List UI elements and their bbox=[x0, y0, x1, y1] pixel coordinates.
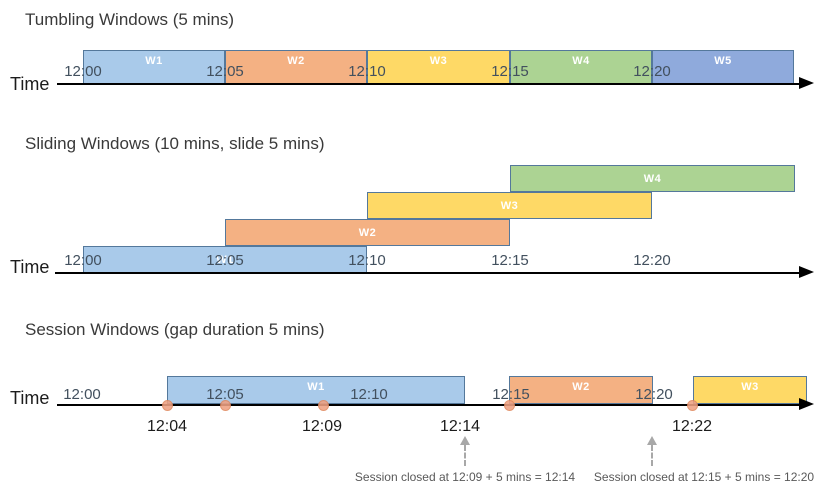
tick-label: 12:20 bbox=[633, 252, 671, 269]
session-closed-annotation: Session closed at 12:09 + 5 mins = 12:14 bbox=[354, 470, 576, 484]
tick-label: 12:15 bbox=[492, 386, 530, 403]
tick-label: 12:00 bbox=[63, 386, 101, 403]
tick-label: 12:20 bbox=[635, 386, 673, 403]
window-label: W4 bbox=[643, 172, 662, 185]
tick-label: 12:05 bbox=[206, 386, 244, 403]
time-axis-arrowhead-icon bbox=[799, 398, 814, 410]
time-axis-label: Time bbox=[10, 74, 50, 94]
window-box-w3: W3 bbox=[693, 376, 807, 404]
window-box-w2: W2 bbox=[225, 50, 367, 84]
time-axis-line bbox=[57, 404, 801, 406]
section-title: Tumbling Windows (5 mins) bbox=[25, 10, 235, 29]
window-label: W2 bbox=[358, 226, 377, 239]
window-label: W1 bbox=[216, 253, 234, 266]
tick-label: 12:15 bbox=[491, 63, 529, 80]
window-box-w2: W2 bbox=[509, 376, 653, 404]
tick-label: 12:05 bbox=[206, 63, 244, 80]
tick-label: 12:00 bbox=[64, 252, 102, 269]
window-label: W4 bbox=[572, 55, 590, 67]
window-box-w4: W4 bbox=[510, 50, 652, 84]
annotation-dashed-line bbox=[464, 445, 466, 466]
window-box-w5: W5 bbox=[652, 50, 794, 84]
time-axis-line bbox=[57, 83, 801, 85]
tick-label: 12:15 bbox=[491, 252, 529, 269]
annotation-up-arrowhead-icon bbox=[647, 436, 657, 445]
window-label: W1 bbox=[145, 55, 163, 67]
tick-label: 12:10 bbox=[348, 252, 386, 269]
event-time-label: 12:04 bbox=[146, 418, 188, 435]
tick-label: 12:00 bbox=[64, 63, 102, 80]
session-closed-annotation: Session closed at 12:15 + 5 mins = 12:20 bbox=[593, 470, 815, 484]
window-box-w3: W3 bbox=[367, 192, 652, 219]
tick-label: 12:10 bbox=[348, 63, 386, 80]
window-box-w2: W2 bbox=[225, 219, 510, 246]
section-title: Sliding Windows (10 mins, slide 5 mins) bbox=[25, 134, 325, 153]
time-axis-label: Time bbox=[10, 388, 50, 408]
window-label: W3 bbox=[741, 381, 759, 393]
window-label: W2 bbox=[287, 55, 305, 67]
section-title: Session Windows (gap duration 5 mins) bbox=[25, 320, 325, 339]
time-axis-arrowhead-icon bbox=[799, 77, 814, 89]
window-label: W3 bbox=[429, 55, 448, 67]
tick-label: 12:10 bbox=[350, 386, 388, 403]
window-box-w1: W1 bbox=[83, 246, 367, 273]
annotation-up-arrowhead-icon bbox=[460, 436, 470, 445]
event-dot bbox=[220, 400, 231, 411]
tick-label: 12:05 bbox=[206, 252, 244, 269]
window-box-w4: W4 bbox=[510, 165, 795, 192]
window-label: W5 bbox=[714, 55, 732, 67]
event-time-label: 12:14 bbox=[439, 418, 481, 435]
tick-label: 12:20 bbox=[633, 63, 671, 80]
annotation-dashed-line bbox=[651, 445, 653, 466]
event-dot bbox=[687, 400, 698, 411]
event-time-label: 12:22 bbox=[671, 418, 713, 435]
window-box-w1: W1 bbox=[83, 50, 225, 84]
time-axis-label: Time bbox=[10, 257, 50, 277]
window-box-w1: W1 bbox=[167, 376, 465, 404]
event-dot bbox=[162, 400, 173, 411]
window-label: W1 bbox=[307, 381, 325, 393]
event-dot bbox=[504, 400, 515, 411]
time-axis-arrowhead-icon bbox=[799, 266, 814, 278]
window-label: W3 bbox=[500, 199, 519, 212]
window-label: W2 bbox=[572, 381, 590, 393]
time-axis-line bbox=[55, 272, 801, 274]
event-time-label: 12:09 bbox=[301, 418, 343, 435]
event-dot bbox=[318, 400, 329, 411]
